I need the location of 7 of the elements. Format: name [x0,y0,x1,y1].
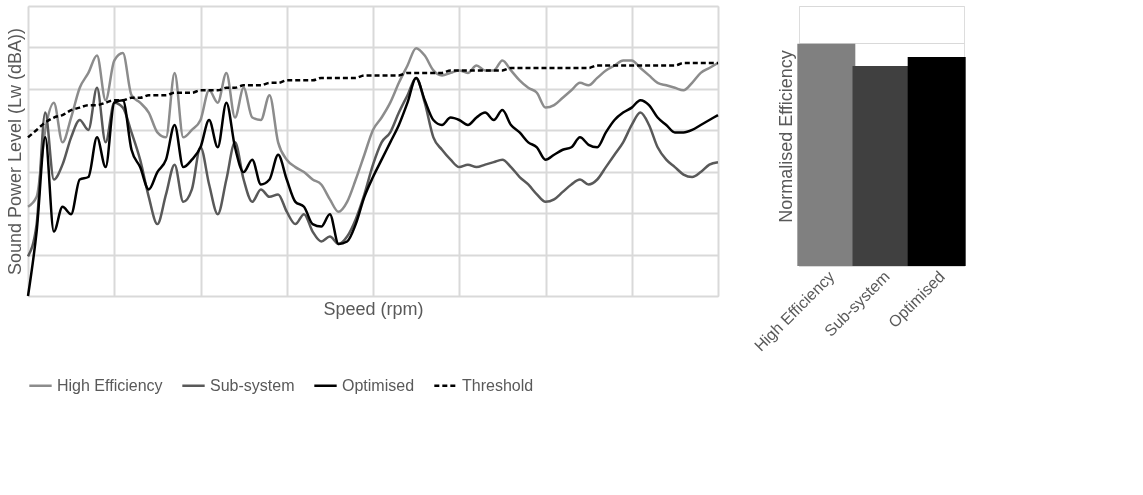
legend-label: Optimised [342,376,415,394]
legend-label: High Efficiency [57,376,163,394]
y-axis-title: Normalised Efficiency [775,50,796,223]
y-axis-title: Sound Power Level (Lw (dBA)) [4,27,25,276]
legend-label: Sub-system [210,376,295,394]
x-axis-title: Speed (rpm) [323,298,424,319]
legend-label: Threshold [462,376,534,394]
